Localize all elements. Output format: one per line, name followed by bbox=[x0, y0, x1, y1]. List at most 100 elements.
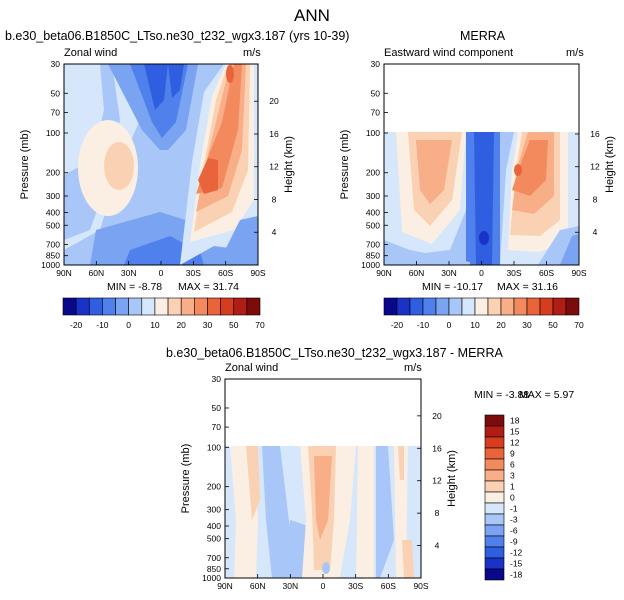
panel-2-field-label: Eastward wind component bbox=[384, 47, 514, 59]
panel-2-lat-tick-label: 60N bbox=[409, 268, 425, 278]
panel-2-pressure-tick-label: 1000 bbox=[361, 260, 380, 270]
colorbar-3-label: 6 bbox=[510, 460, 515, 470]
colorbar-3-label: 9 bbox=[510, 449, 515, 459]
panel-1-height-tick-label: 16 bbox=[269, 129, 279, 139]
colorbar-3-swatch bbox=[484, 414, 505, 427]
panel-1-ylabel: Pressure (mb) bbox=[19, 130, 31, 200]
colorbar-3-swatch bbox=[484, 535, 505, 548]
colorbar-2-label: 0 bbox=[447, 320, 452, 330]
panel-3-pressure-tick-label: 50 bbox=[212, 403, 222, 413]
panel-3-max: MAX = 5.97 bbox=[519, 389, 575, 401]
panel-1-lat-tick-label: 90S bbox=[250, 268, 265, 278]
panel-3-min: MIN = -3.88 bbox=[474, 389, 530, 401]
panel-3-lat-tick-label: 0 bbox=[321, 581, 326, 591]
colorbar-1-label: 30 bbox=[203, 320, 213, 330]
panel-1-lat-tick-label: 60N bbox=[89, 268, 105, 278]
colorbar-1-swatch bbox=[194, 297, 208, 316]
panel-2-min: MIN = -10.17 bbox=[422, 281, 483, 293]
panel-3-height-tick-label: 20 bbox=[432, 411, 442, 421]
panel-2-title: MERRA bbox=[460, 29, 506, 43]
colorbar-3-swatch bbox=[484, 491, 505, 504]
panel-2-pressure-tick-label: 100 bbox=[366, 128, 380, 138]
colorbar-2-swatch bbox=[474, 297, 489, 316]
colorbar-2-label: 10 bbox=[470, 320, 480, 330]
colorbar-1-swatch bbox=[102, 297, 116, 316]
colorbar-2-swatch bbox=[396, 297, 411, 316]
colorbar-3-swatch bbox=[484, 469, 505, 482]
colorbar-1-swatch bbox=[167, 297, 182, 316]
colorbar-3-swatch bbox=[484, 557, 505, 570]
panel-3-height-tick-label: 4 bbox=[435, 541, 440, 551]
panel-3-pressure-tick-label: 400 bbox=[207, 521, 221, 531]
panel-2-height-tick-label: 12 bbox=[590, 162, 600, 172]
colorbar-1-swatch bbox=[246, 297, 261, 316]
colorbar-1-swatch bbox=[220, 297, 235, 316]
panel-1-lat-tick-label: 30S bbox=[186, 268, 201, 278]
panel-1-pressure-tick-label: 400 bbox=[46, 207, 60, 217]
panel-3-height-tick-label: 12 bbox=[432, 476, 442, 486]
colorbar-2-swatch bbox=[461, 297, 476, 316]
colorbar-2-swatch bbox=[539, 297, 554, 316]
panel-3-pressure-tick-label: 850 bbox=[207, 564, 221, 574]
panel-1-pressure-tick-label: 70 bbox=[51, 108, 61, 118]
panel-2-pressure-tick-label: 30 bbox=[371, 59, 381, 69]
colorbar-3-swatch bbox=[484, 568, 505, 581]
colorbar-2-swatch bbox=[500, 297, 515, 316]
panel-2-pressure-tick-label: 300 bbox=[366, 191, 380, 201]
colorbar-2-label: -10 bbox=[417, 320, 430, 330]
panel-3-pressure-tick-label: 1000 bbox=[202, 573, 221, 583]
panel-2-units: m/s bbox=[566, 47, 584, 59]
colorbar-1-label: 10 bbox=[150, 320, 160, 330]
panel-1-units: m/s bbox=[243, 47, 261, 59]
colorbar-3-label: -12 bbox=[510, 548, 523, 558]
colorbar-3-swatch bbox=[484, 447, 505, 460]
colorbar-1-swatch bbox=[141, 297, 156, 316]
colorbar-1-swatch bbox=[62, 297, 77, 316]
colorbar-2-swatch bbox=[409, 297, 424, 316]
colorbar-3-label: -3 bbox=[510, 515, 518, 525]
colorbar-1-swatch bbox=[115, 297, 129, 316]
panel-2-height-tick-label: 8 bbox=[593, 194, 598, 204]
panel-2-ylabel: Pressure (mb) bbox=[339, 130, 351, 200]
colorbar-2-swatch bbox=[513, 297, 528, 316]
colorbar-1-swatch bbox=[207, 297, 221, 316]
panel-1-pressure-tick-label: 30 bbox=[51, 59, 61, 69]
panel-3-contour-field bbox=[225, 379, 421, 578]
colorbar-1-label: 50 bbox=[229, 320, 239, 330]
panel-1-height-tick-label: 20 bbox=[269, 96, 279, 106]
colorbar-3-label: -1 bbox=[510, 504, 518, 514]
panel-3-pressure-tick-label: 30 bbox=[212, 374, 222, 384]
panel-2-y2label: Height (km) bbox=[604, 136, 616, 193]
colorbar-1-swatch bbox=[233, 297, 248, 316]
colorbar-3-label: 0 bbox=[510, 493, 515, 503]
colorbar-2-swatch bbox=[435, 297, 450, 316]
colorbar-1-swatch bbox=[154, 297, 169, 316]
panel-2-lat-tick-label: 90S bbox=[571, 268, 586, 278]
panel-3-lat-tick-label: 90S bbox=[413, 581, 428, 591]
colorbar-3-swatch bbox=[484, 502, 505, 515]
panel-2-height-tick-label: 4 bbox=[593, 227, 598, 237]
panel-3-height-tick-label: 16 bbox=[432, 443, 442, 453]
colorbar-1-swatch bbox=[88, 297, 103, 316]
panel-2-lat-tick-label: 30S bbox=[506, 268, 521, 278]
colorbar-3-swatch bbox=[484, 513, 505, 526]
colorbar-3-label: 1 bbox=[510, 482, 515, 492]
colorbar-2-label: 50 bbox=[548, 320, 558, 330]
panel-1-contour-field bbox=[64, 64, 258, 265]
panel-3-pressure-tick-label: 300 bbox=[207, 505, 221, 515]
colorbar-1-swatch bbox=[128, 297, 143, 316]
panel-2-lat-tick-label: 30N bbox=[441, 268, 457, 278]
panel-3-pressure-tick-label: 100 bbox=[207, 442, 221, 452]
colorbar-2-swatch bbox=[422, 297, 437, 316]
colorbar-1-swatch bbox=[180, 297, 195, 316]
panel-3-lat-tick-label: 30N bbox=[283, 581, 299, 591]
colorbar-3-swatch bbox=[484, 436, 505, 449]
colorbar-2-swatch bbox=[487, 297, 502, 316]
colorbar-2-label: -20 bbox=[391, 320, 404, 330]
colorbar-3-swatch bbox=[484, 546, 505, 559]
panel-1-lat-tick-label: 60S bbox=[218, 268, 233, 278]
panel-1-pressure-tick-label: 700 bbox=[46, 240, 60, 250]
colorbar-3-label: -6 bbox=[510, 526, 518, 536]
panel-1-y2label: Height (km) bbox=[283, 136, 295, 193]
